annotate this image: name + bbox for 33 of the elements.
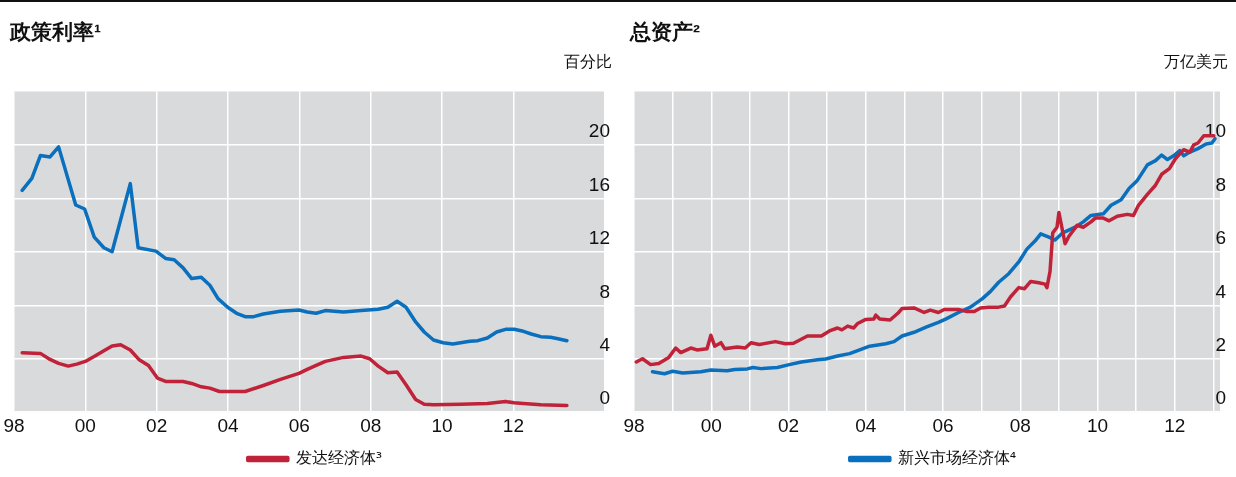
y-tick-label: 2 bbox=[1215, 333, 1226, 355]
y-tick-label: 6 bbox=[1215, 227, 1226, 249]
x-tick-label: 08 bbox=[1009, 414, 1031, 436]
y-axis-title: 百分比 bbox=[564, 52, 612, 72]
chart-title: 政策利率¹ bbox=[10, 19, 101, 45]
x-tick-label: 06 bbox=[932, 414, 954, 436]
legend-label: 发达经济体³ bbox=[295, 448, 383, 468]
x-tick-label: 10 bbox=[1086, 414, 1109, 436]
x-tick-label: 02 bbox=[777, 414, 800, 436]
x-tick-label: 04 bbox=[217, 414, 240, 436]
x-tick-label: 06 bbox=[288, 414, 310, 436]
x-tick-label: 98 bbox=[623, 414, 645, 436]
x-tick-label: 04 bbox=[855, 414, 877, 436]
y-tick-label: 16 bbox=[588, 173, 610, 195]
chart-title: 总资产² bbox=[630, 19, 700, 45]
x-tick-label: 12 bbox=[1164, 414, 1186, 436]
y-tick-label: 20 bbox=[588, 120, 610, 142]
x-tick-label: 00 bbox=[74, 414, 96, 436]
y-tick-label: 12 bbox=[588, 227, 610, 249]
y-tick-label: 8 bbox=[1215, 173, 1226, 195]
legend-label: 新兴市场经济体⁴ bbox=[897, 448, 1017, 468]
y-tick-label: 4 bbox=[599, 333, 611, 355]
x-tick-label: 98 bbox=[3, 414, 25, 436]
x-tick-label: 08 bbox=[360, 414, 382, 436]
x-tick-label: 10 bbox=[431, 414, 453, 436]
x-tick-label: 00 bbox=[700, 414, 722, 436]
y-tick-label: 0 bbox=[599, 387, 610, 409]
y-tick-label: 8 bbox=[599, 280, 610, 302]
y-axis-title: 万亿美元 bbox=[1164, 52, 1228, 72]
x-tick-label: 02 bbox=[146, 414, 168, 436]
y-tick-label: 0 bbox=[1215, 387, 1226, 409]
y-tick-label: 4 bbox=[1215, 280, 1227, 302]
x-tick-label: 12 bbox=[502, 414, 524, 436]
